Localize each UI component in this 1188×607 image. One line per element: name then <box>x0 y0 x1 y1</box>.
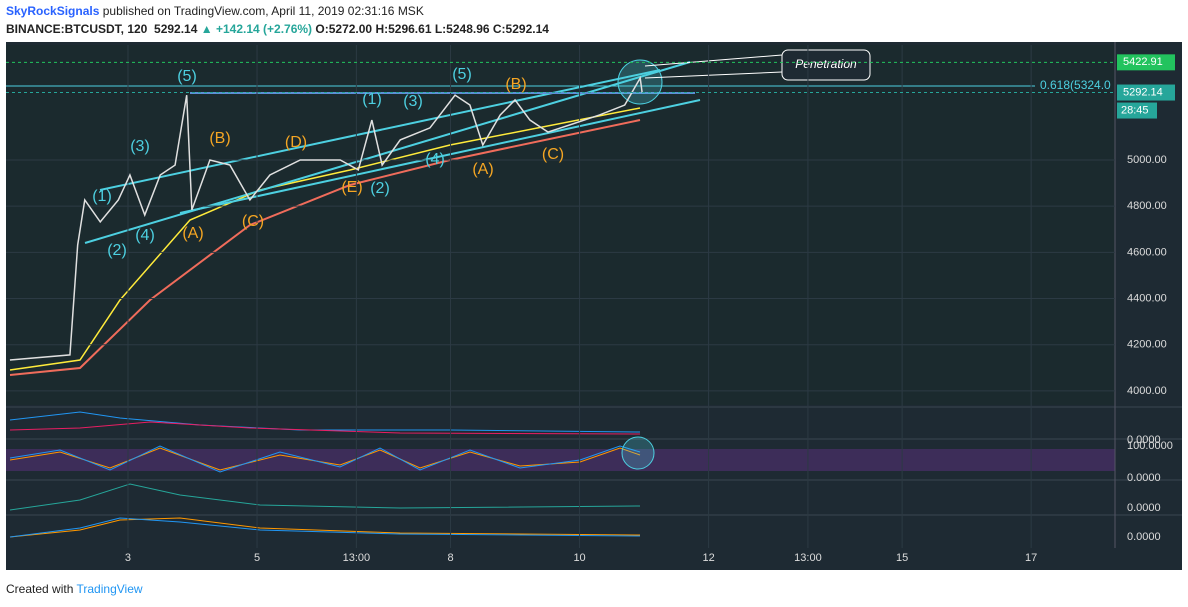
trend-line <box>179 99 701 214</box>
wave-label: (B) <box>209 130 230 147</box>
price-tag <box>1117 84 1175 101</box>
symbol: BINANCE:BTCUSDT, 120 <box>6 22 148 36</box>
wave-label: (A) <box>182 225 203 242</box>
countdown: 28:45 <box>1121 104 1149 116</box>
chart: Penetration 0.618(5324.0 4000.00 4200.00 4… <box>6 42 1182 570</box>
wave-label: (B) <box>505 76 526 93</box>
wave-label: (A) <box>472 161 493 178</box>
y-tick-label: 4600.00 <box>1127 246 1167 258</box>
price-tag <box>1117 54 1175 71</box>
callout: Penetration <box>795 57 857 71</box>
x-tick-label: 3 <box>125 552 131 564</box>
countdown-box <box>1117 102 1157 119</box>
y-tick-label: 4800.00 <box>1127 200 1167 212</box>
open: O:5272.00 <box>315 22 373 36</box>
indicator-line <box>9 483 641 511</box>
ma-line <box>9 107 641 371</box>
wave-label: (1) <box>92 188 112 205</box>
wave-label: (1) <box>362 91 382 108</box>
wave-label: (3) <box>130 138 150 155</box>
x-tick-label: 12 <box>702 552 714 564</box>
indicator-line <box>9 421 641 435</box>
last: 5292.14 <box>154 22 198 36</box>
stoch-line <box>9 445 641 473</box>
y-tick-label: 4000.00 <box>1127 385 1167 397</box>
wave-label: (5) <box>452 66 472 83</box>
header-line: SkyRockSignals published on TradingView.… <box>6 4 424 18</box>
x-tick-label: 8 <box>447 552 453 564</box>
macd-line <box>9 517 641 538</box>
y-tick-label: 4200.00 <box>1127 339 1167 351</box>
wave-label: (E) <box>341 179 362 196</box>
x-tick-label: 15 <box>896 552 908 564</box>
symbol-line: BINANCE:BTCUSDT, 120 5292.14 ▲ +142.14 (… <box>6 22 549 36</box>
price-tag-label: 5292.14 <box>1123 86 1163 98</box>
change: ▲ +142.14 (+2.76%) <box>200 22 313 36</box>
wave-label: (2) <box>107 242 127 259</box>
rsi-band <box>6 449 1115 471</box>
callout-box <box>781 49 871 81</box>
x-tick-label: 13:00 <box>794 552 822 564</box>
close: C:5292.14 <box>492 22 549 36</box>
wave-label: (3) <box>403 93 423 110</box>
main-pane <box>6 45 1115 405</box>
x-tick-label: 17 <box>1025 552 1037 564</box>
high: H:5296.61 <box>375 22 432 36</box>
wave-label: (5) <box>177 68 197 85</box>
wave-label: (C) <box>542 146 564 163</box>
low: L:5248.96 <box>434 22 490 36</box>
x-tick-label: 10 <box>573 552 585 564</box>
callout-pointer <box>644 71 783 79</box>
x-tick-label: 5 <box>254 552 260 564</box>
indicator-tick-label: 0.0000 <box>1127 531 1161 543</box>
indicator-tick-label: 0.0000 <box>1127 502 1161 514</box>
wave-label: (4) <box>135 227 155 244</box>
wave-label: (2) <box>370 180 390 197</box>
published: published on TradingView.com, April 11, … <box>102 4 424 18</box>
author: SkyRockSignals <box>6 4 100 18</box>
wave-label: (D) <box>285 134 307 151</box>
y-tick-label: 5000.00 <box>1127 154 1167 166</box>
wave-label: (C) <box>242 213 264 230</box>
indicator-tick-label: 100.0000 <box>1127 440 1173 452</box>
y-tick-label: 4400.00 <box>1127 292 1167 304</box>
price-tag-label: 5422.91 <box>1123 56 1163 68</box>
wave-label: (4) <box>425 151 445 168</box>
callout-pointer <box>644 54 783 67</box>
macd-line <box>9 517 641 538</box>
footer: Created with TradingView <box>6 582 143 596</box>
highlight <box>621 436 655 470</box>
price-line <box>9 75 643 361</box>
x-tick-label: 13:00 <box>343 552 371 564</box>
fib-label: 0.618(5324.0 <box>1040 78 1111 92</box>
brand: TradingView <box>76 582 143 596</box>
indicator-tick-label: 0.0000 <box>1127 472 1161 484</box>
created: Created with <box>6 582 74 596</box>
indicator-tick-label: 0.0000 <box>1127 434 1161 446</box>
trend-line <box>99 69 661 191</box>
